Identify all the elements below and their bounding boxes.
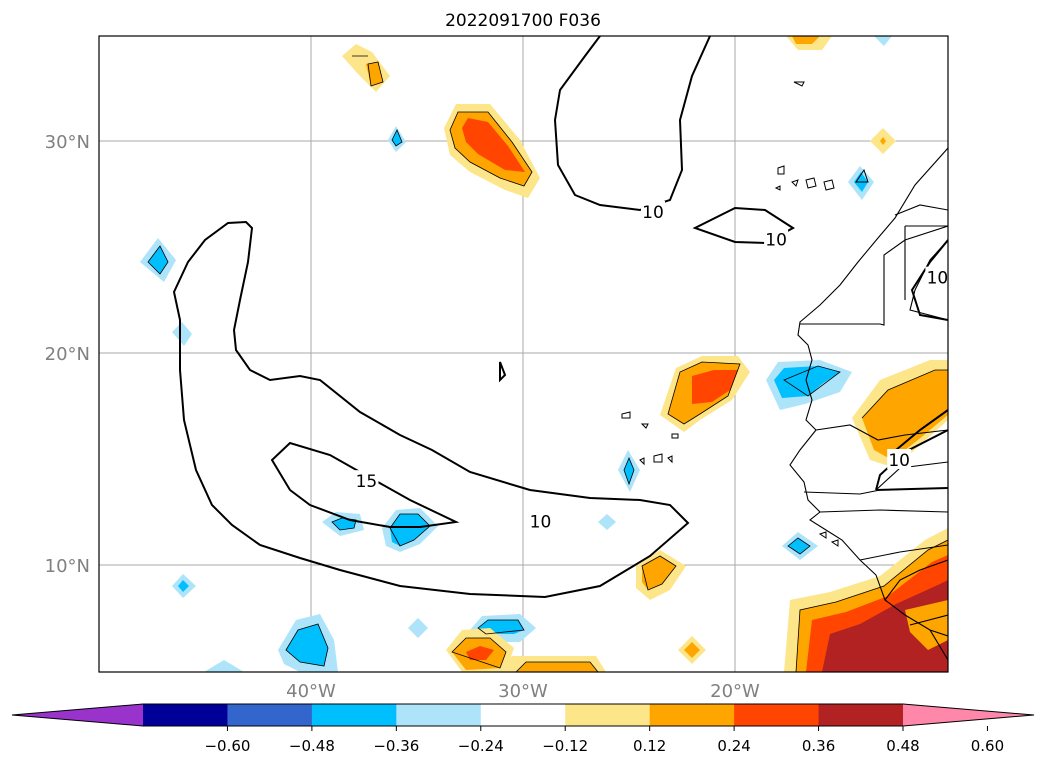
- contour-label: 15: [356, 472, 378, 492]
- islands: [621, 81, 869, 547]
- map-area: 10 15 10 10 10 10: [99, 36, 949, 672]
- colorbar-outline: [11, 703, 1035, 727]
- colorbar-tick-label: 0.48: [886, 737, 919, 755]
- lat-label-20n: 20°N: [45, 344, 90, 365]
- anomaly-outlines: [147, 55, 948, 672]
- colorbar-tick-label: 0.24: [717, 737, 750, 755]
- lon-label-20w: 20°W: [710, 681, 760, 702]
- colorbar-tick-label: 0.60: [971, 737, 1004, 755]
- colorbar-tick-label: −0.60: [204, 737, 250, 755]
- contour-label-bg: [354, 470, 379, 491]
- colorbar-segment: [734, 704, 820, 726]
- coastlines: [789, 147, 948, 661]
- contour-label-bg: [887, 449, 912, 469]
- colorbar-extend-high: [903, 704, 1034, 726]
- colorbar-tick-label: 0.36: [802, 737, 835, 755]
- contour-label-bg: [640, 200, 665, 221]
- colorbar-tick-label: −0.48: [289, 737, 335, 755]
- colorbar-tick-label: −0.12: [542, 737, 588, 755]
- lon-labels: 40°W 30°W 20°W: [286, 681, 760, 702]
- colorbar-segment: [227, 704, 313, 726]
- map-frame: [98, 35, 949, 673]
- lat-label-10n: 10°N: [45, 556, 90, 577]
- contour-labels: 10 15 10 10 10 10: [354, 200, 949, 532]
- colorbar-tick-label: −0.24: [458, 737, 504, 755]
- colorbar-tick-label: 0.12: [633, 737, 666, 755]
- lon-label-30w: 30°W: [498, 681, 548, 702]
- lon-label-40w: 40°W: [286, 681, 336, 702]
- gridlines: [99, 36, 948, 672]
- contour-label-bg: [925, 266, 948, 287]
- colorbar-segment: [480, 704, 566, 726]
- colorbar-segment: [649, 704, 735, 726]
- colorbar-segment: [396, 704, 482, 726]
- colorbar-segment: [818, 704, 904, 726]
- colorbar: −0.60 −0.48 −0.36 −0.24 −0.12 0.12 0.24 0.36 0.4…: [11, 703, 1035, 755]
- shaded-anomalies: [140, 36, 948, 672]
- contour-label: 10: [927, 269, 949, 289]
- map-title: 2022091700 F036: [445, 11, 601, 31]
- colorbar-extend-low: [12, 704, 143, 726]
- contour-label: 10: [888, 451, 910, 471]
- contour-lines: [172, 36, 948, 599]
- contour-label-bg: [764, 228, 789, 249]
- contour-label-bg: [528, 510, 553, 531]
- colorbar-tick-label: −0.36: [373, 737, 419, 755]
- contour-label: 10: [642, 203, 664, 223]
- lat-labels: 30°N 20°N 10°N: [45, 132, 90, 577]
- colorbar-segment: [311, 704, 397, 726]
- colorbar-segment: [565, 704, 651, 726]
- contour-label: 10: [765, 231, 787, 251]
- colorbar-segment: [143, 704, 228, 726]
- contour-label: 10: [530, 512, 552, 532]
- lat-label-30n: 30°N: [45, 132, 90, 153]
